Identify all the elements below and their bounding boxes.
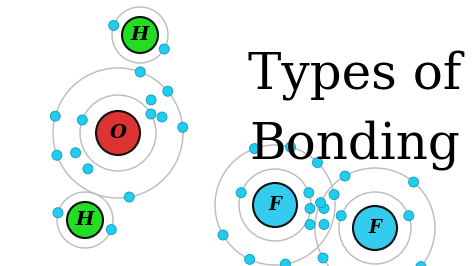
Circle shape	[316, 198, 326, 208]
Circle shape	[312, 157, 322, 168]
Circle shape	[53, 208, 63, 218]
Circle shape	[253, 183, 297, 227]
Text: O: O	[109, 124, 127, 142]
Circle shape	[109, 20, 118, 30]
Circle shape	[146, 95, 156, 105]
Text: H: H	[76, 211, 94, 229]
Circle shape	[336, 211, 346, 221]
Circle shape	[83, 164, 93, 174]
Circle shape	[285, 142, 295, 152]
Circle shape	[340, 171, 350, 181]
Circle shape	[50, 111, 60, 121]
Text: F: F	[369, 219, 382, 237]
Circle shape	[236, 188, 246, 198]
Circle shape	[319, 219, 329, 230]
Circle shape	[304, 188, 314, 198]
Text: H: H	[131, 26, 149, 44]
Circle shape	[122, 17, 158, 53]
Text: F: F	[269, 196, 282, 214]
Circle shape	[159, 44, 169, 54]
Circle shape	[52, 150, 62, 160]
Circle shape	[146, 109, 156, 119]
Circle shape	[71, 148, 81, 158]
Circle shape	[404, 211, 414, 221]
Circle shape	[329, 190, 339, 200]
Circle shape	[135, 67, 145, 77]
Circle shape	[319, 203, 329, 214]
Circle shape	[305, 203, 315, 214]
Circle shape	[163, 86, 173, 96]
Text: Bonding: Bonding	[250, 120, 460, 170]
Circle shape	[353, 206, 397, 250]
Circle shape	[67, 202, 103, 238]
Circle shape	[218, 230, 228, 240]
Circle shape	[249, 144, 259, 154]
Circle shape	[106, 225, 116, 235]
Circle shape	[409, 177, 419, 187]
Circle shape	[416, 261, 426, 266]
Circle shape	[157, 112, 167, 122]
Circle shape	[305, 219, 315, 230]
Circle shape	[178, 122, 188, 132]
Circle shape	[245, 254, 255, 264]
Circle shape	[124, 192, 134, 202]
Circle shape	[281, 259, 291, 266]
Circle shape	[318, 253, 328, 263]
Circle shape	[77, 115, 87, 125]
Text: Types of: Types of	[248, 50, 462, 100]
Circle shape	[96, 111, 140, 155]
